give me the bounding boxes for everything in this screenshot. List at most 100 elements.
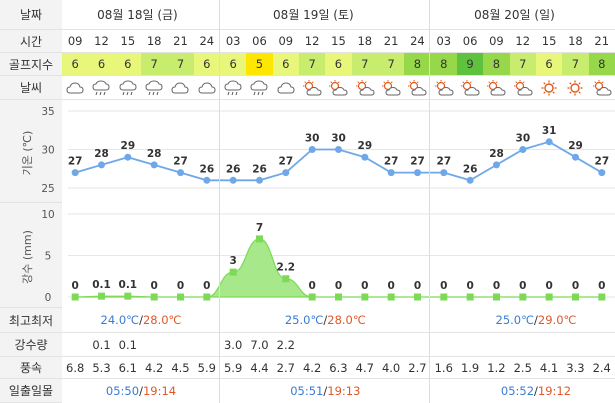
data-label: 27: [437, 156, 452, 168]
rain-point: [177, 293, 184, 301]
data-label: 0: [72, 280, 79, 292]
rain-point: [414, 293, 421, 301]
wind-cell: 6.3: [329, 360, 348, 375]
wind-cell: 4.4: [250, 360, 269, 375]
time-cell: 09: [67, 34, 83, 48]
min-temp: 25.0℃: [284, 313, 324, 327]
day-separator: [429, 0, 430, 403]
date-header: 08월 20일 (일): [474, 8, 555, 22]
precip-cell: [536, 333, 562, 356]
sunrise-sunset-cell: 05:50/19:14: [62, 379, 220, 403]
temp-point: [71, 169, 79, 177]
rain-point: [387, 293, 395, 301]
cloudy-icon: [194, 76, 220, 99]
data-label: 28: [489, 148, 504, 160]
y-tick-label: 35: [41, 106, 54, 118]
temp-point: [493, 161, 500, 169]
temp-point: [440, 169, 448, 177]
min-temp: 24.0℃: [100, 313, 140, 327]
time-cell: 06: [462, 34, 478, 48]
wind-cell: 4.0: [381, 360, 401, 375]
wind-cell: 2.7: [408, 360, 427, 375]
data-label: 0: [414, 280, 421, 292]
rain-point: [150, 293, 158, 301]
partly-cloudy-icon: [352, 76, 378, 99]
y-tick-label: 10: [41, 209, 54, 221]
data-label: 0: [572, 280, 579, 292]
precip-cell: [378, 333, 404, 356]
precip-cell: 2.2: [276, 337, 295, 352]
min-temp: 25.0℃: [495, 313, 535, 327]
golf-index-cell: 6: [272, 53, 299, 75]
partly-cloudy-icon: [510, 76, 536, 99]
time-cell: 15: [120, 34, 136, 48]
rain-point: [493, 293, 500, 301]
y-tick-label: 5: [45, 251, 52, 263]
rain-point: [466, 293, 474, 301]
rain-point: [440, 293, 448, 301]
precip-cell: 7.0: [250, 337, 269, 352]
data-label: 29: [121, 140, 136, 152]
wind-cell: 5.9: [223, 360, 243, 375]
sun-icon: [562, 76, 588, 99]
precip-cell: [457, 333, 483, 356]
precip-cell: 3.0: [223, 337, 243, 352]
temp-point: [177, 169, 184, 177]
wind-cell: 5.9: [197, 360, 216, 375]
data-label: 0: [598, 280, 605, 292]
sunrise-sunset-cell: 05:52/19:12: [431, 379, 615, 403]
rain-point: [598, 293, 606, 301]
data-label: 3: [230, 255, 237, 267]
golf-index-cell: 6: [535, 53, 563, 75]
rain-point: [71, 293, 79, 301]
precip-cell: [352, 333, 378, 356]
temp-point: [203, 176, 211, 184]
sun-icon: [536, 76, 562, 99]
data-label: 0: [388, 280, 395, 292]
time-label: 시간: [0, 30, 62, 53]
data-label: 7: [256, 222, 263, 234]
data-label: 0: [177, 280, 184, 292]
data-label: 0: [151, 280, 158, 292]
sun-row: 05:50/19:14 05:51/19:13 05:52/19:12: [62, 379, 615, 403]
data-label: 28: [94, 148, 109, 160]
max-temp: 29.0℃: [537, 313, 577, 327]
y-tick-label: 25: [41, 183, 54, 195]
temp-point: [282, 169, 290, 177]
wind-cell: 2.5: [513, 360, 532, 375]
data-label: 0: [493, 280, 500, 292]
rain-point: [98, 292, 105, 300]
data-label: 27: [173, 156, 188, 168]
partly-cloudy-icon: [299, 76, 325, 99]
golf-index-cell: 8: [588, 53, 615, 75]
wind-cell: 6.1: [118, 360, 137, 375]
temp-point: [519, 146, 527, 153]
sunset-time: 19:12: [537, 384, 572, 398]
cloudy-icon: [62, 76, 88, 99]
time-cell: 15: [331, 34, 346, 48]
precip-row: 0.1 0.1 3.0 7.0 2.2: [62, 333, 615, 357]
temp-point: [598, 169, 606, 177]
time-cell: 03: [436, 34, 452, 48]
wind-cell: 2.7: [276, 360, 295, 375]
temp-point: [466, 176, 474, 184]
golf-index-cell: 8: [483, 53, 510, 75]
data-label: 28: [147, 148, 162, 160]
precip-cell: [404, 333, 430, 356]
sunrise-time: 05:51: [290, 384, 324, 398]
cloud-rain-icon: [115, 76, 141, 99]
separator: /: [139, 384, 143, 398]
sunrise-time: 05:52: [500, 384, 535, 398]
rain-point: [282, 275, 290, 283]
rain-point: [256, 235, 263, 243]
wind-row: 6.8 5.3 6.1 4.2 4.5 5.9 5.9 4.4 2.7 4.2 6.3 4.7 4.0 2…: [62, 357, 615, 379]
golf-index-cell: 7: [562, 53, 589, 75]
partly-cloudy-icon: [404, 76, 430, 99]
temp-point: [256, 176, 263, 184]
data-label: 31: [542, 125, 557, 137]
partly-cloudy-icon: [378, 76, 404, 99]
partly-cloudy-icon: [589, 76, 615, 99]
time-cell: 12: [515, 34, 531, 48]
